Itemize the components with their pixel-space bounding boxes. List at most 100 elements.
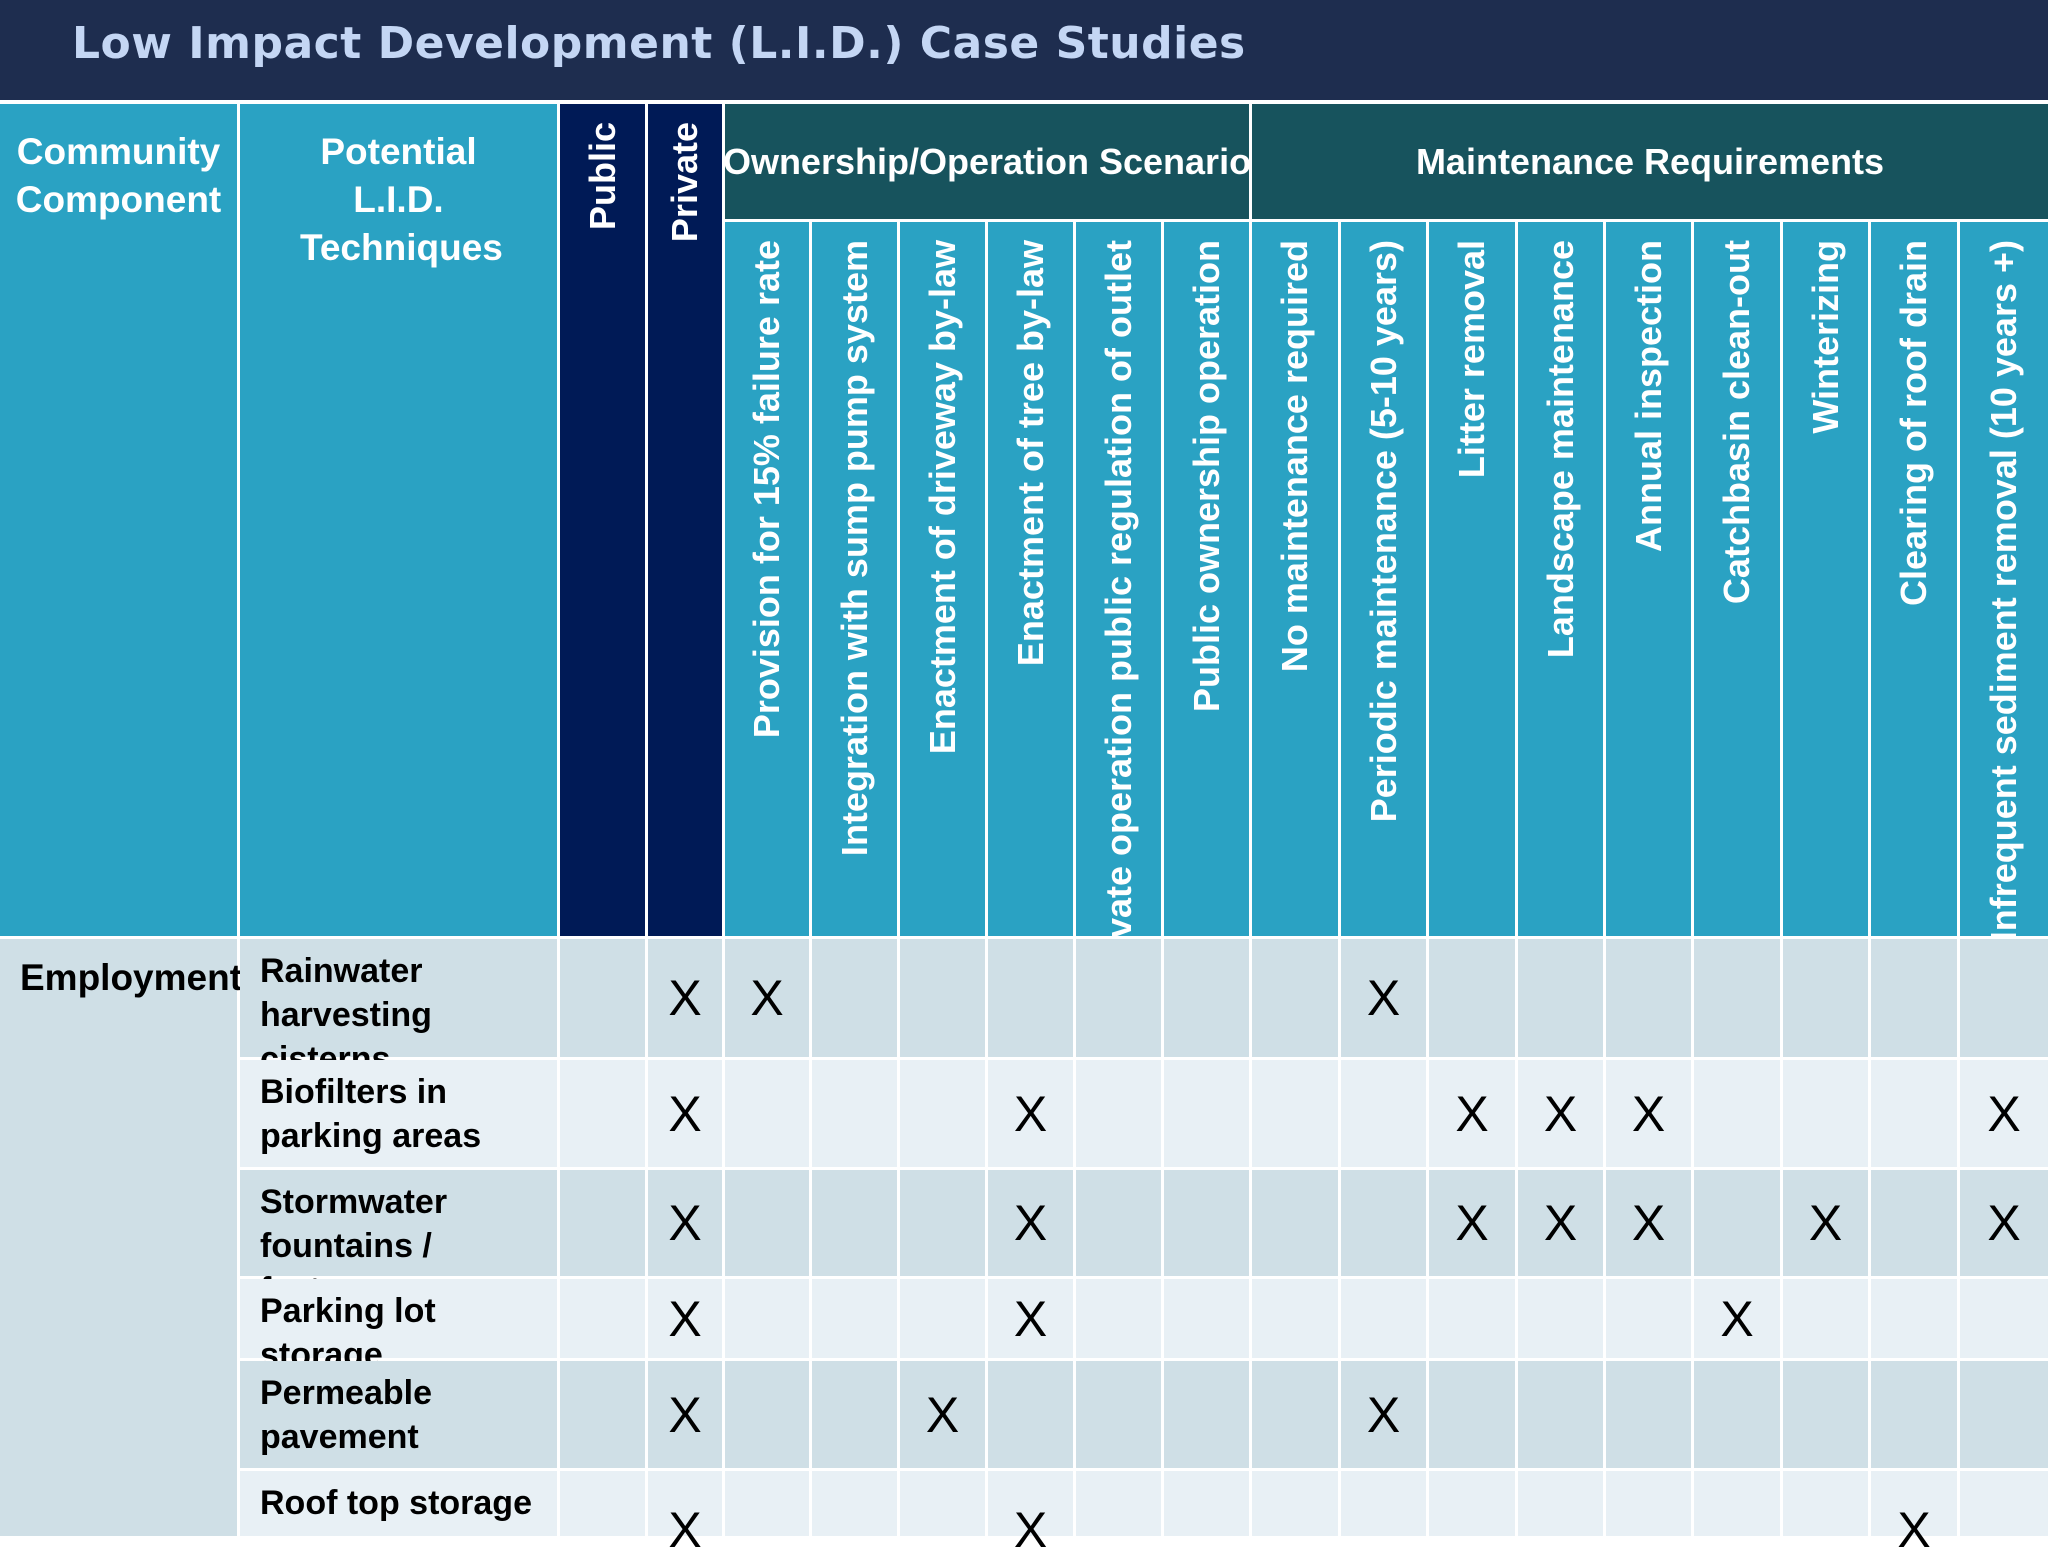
table-cell: X — [1960, 1170, 2048, 1276]
private-header-label: Private — [664, 122, 705, 243]
table-cell — [725, 1279, 809, 1358]
table-cell — [1164, 1471, 1249, 1536]
ownership-column-header: Integration with sump pump system — [812, 222, 897, 936]
x-mark: X — [668, 1195, 702, 1251]
table-cell — [812, 1361, 897, 1468]
x-mark: X — [1720, 1290, 1754, 1347]
maintenance-requirements-group-label: Maintenance Requirements — [1415, 140, 1885, 182]
technique-cell: Roof top storage — [240, 1471, 557, 1536]
x-mark: X — [925, 1386, 960, 1443]
table-cell — [1076, 1279, 1161, 1358]
x-mark: X — [1808, 1195, 1843, 1251]
table-cell — [1518, 1471, 1603, 1536]
table-cell — [900, 1279, 985, 1358]
ownership-column-header: Enactment of tree by-law — [988, 222, 1073, 936]
table-cell — [1871, 1170, 1957, 1276]
table-cell: X — [648, 939, 722, 1057]
technique-name: Rainwater harvesting cisterns — [260, 952, 432, 1078]
table-cell — [1606, 1471, 1691, 1536]
x-mark: X — [1987, 1195, 2021, 1251]
ownership-operation-group-header: Ownership/Operation Scenario — [722, 104, 1252, 219]
ownership-operation-group-label: Ownership/Operation Scenario — [722, 140, 1252, 182]
technique-cell: Stormwater fountains / features — [240, 1170, 557, 1309]
table-cell — [560, 1170, 645, 1276]
table-cell — [812, 939, 897, 1057]
table-cell: X — [1518, 1060, 1603, 1167]
public-header: Public — [560, 104, 645, 936]
lid-techniques-header-label: Potential L.I.D. Techniques — [300, 131, 503, 268]
table-cell — [1871, 1060, 1957, 1167]
x-mark: X — [1366, 1386, 1401, 1443]
table-cell: X — [648, 1060, 722, 1167]
maintenance-column-label: Annual inspection — [1627, 240, 1669, 553]
x-mark: X — [1543, 1195, 1578, 1251]
table-cell — [1164, 939, 1249, 1057]
table-cell — [1960, 1471, 2048, 1536]
table-cell: X — [900, 1361, 985, 1468]
lid-techniques-header: Potential L.I.D. Techniques — [240, 104, 557, 936]
community-component-header: Community Component — [0, 104, 237, 936]
table-cell: X — [725, 939, 809, 1057]
maintenance-column-header: Clearing of roof drain — [1871, 222, 1957, 936]
maintenance-column-header: Annual inspection — [1606, 222, 1691, 936]
table-cell: X — [988, 1471, 1073, 1558]
table-cell — [560, 1279, 645, 1358]
ownership-column-header: Public ownership operation — [1164, 222, 1249, 936]
maintenance-column-header: Landscape maintenance — [1518, 222, 1603, 936]
table-cell — [1164, 1279, 1249, 1358]
community-component-header-label: Community Component — [15, 131, 222, 220]
table-cell: X — [1341, 1361, 1426, 1468]
maintenance-column-label: Clearing of roof drain — [1893, 240, 1934, 607]
table-cell — [1518, 1361, 1603, 1468]
ownership-column-label: Enactment of driveway by-law — [921, 240, 963, 755]
table-cell — [812, 1170, 897, 1276]
table-cell — [725, 1471, 809, 1536]
table-cell: X — [1606, 1170, 1691, 1276]
maintenance-column-label: Winterizing — [1804, 240, 1846, 434]
table-cell — [1341, 1471, 1426, 1536]
technique-name: Permeable pavement — [260, 1374, 432, 1456]
x-mark: X — [668, 1085, 702, 1142]
table-cell — [900, 939, 985, 1057]
table-cell — [1164, 1060, 1249, 1167]
technique-cell: Parking lot storage — [240, 1279, 557, 1374]
table-cell: X — [648, 1170, 722, 1276]
page-title: Low Impact Development (L.I.D.) Case Stu… — [72, 18, 1246, 69]
table-cell — [1606, 1279, 1691, 1358]
ownership-column-header: Enactment of driveway by-law — [900, 222, 985, 936]
ownership-column-label: Public ownership operation — [1185, 240, 1227, 713]
ownership-column-label: Enactment of tree by-law — [1009, 240, 1051, 667]
ownership-column-header: Provision for 15% failure rate — [725, 222, 809, 936]
table-cell — [1076, 1361, 1161, 1468]
table-cell — [1783, 939, 1868, 1057]
ownership-column-label: Integration with sump pump system — [833, 240, 875, 857]
maintenance-column-label: Periodic maintenance (5-10 years) — [1362, 240, 1404, 823]
maintenance-column-header: Catchbasin clean-out — [1694, 222, 1780, 936]
x-mark: X — [1013, 1290, 1048, 1347]
table-cell — [1076, 1060, 1161, 1167]
maintenance-column-label: Catchbasin clean-out — [1716, 240, 1757, 605]
x-mark: X — [668, 1290, 702, 1347]
table-cell — [1164, 1170, 1249, 1276]
private-header: Private — [648, 104, 722, 936]
x-mark: X — [668, 970, 702, 1026]
table-cell — [560, 939, 645, 1057]
table-cell: X — [1429, 1170, 1515, 1276]
ownership-column-label: Provision for 15% failure rate — [746, 240, 787, 739]
x-mark: X — [1897, 1502, 1931, 1558]
table-cell: X — [988, 1279, 1073, 1358]
table-cell — [1429, 939, 1515, 1057]
table-cell: X — [1871, 1471, 1957, 1558]
ownership-column-header: Private operation public regulation of o… — [1076, 222, 1161, 986]
table-cell: X — [1341, 939, 1426, 1057]
maintenance-column-label: No maintenance required — [1274, 240, 1315, 673]
table-cell: X — [1606, 1060, 1691, 1167]
table-cell: X — [648, 1279, 722, 1358]
table-cell — [1783, 1279, 1868, 1358]
table-cell — [1783, 1361, 1868, 1468]
table-cell: X — [1783, 1170, 1868, 1276]
table-cell — [1252, 939, 1338, 1057]
table-cell — [812, 1060, 897, 1167]
x-mark: X — [1013, 1085, 1048, 1142]
table-cell — [725, 1060, 809, 1167]
